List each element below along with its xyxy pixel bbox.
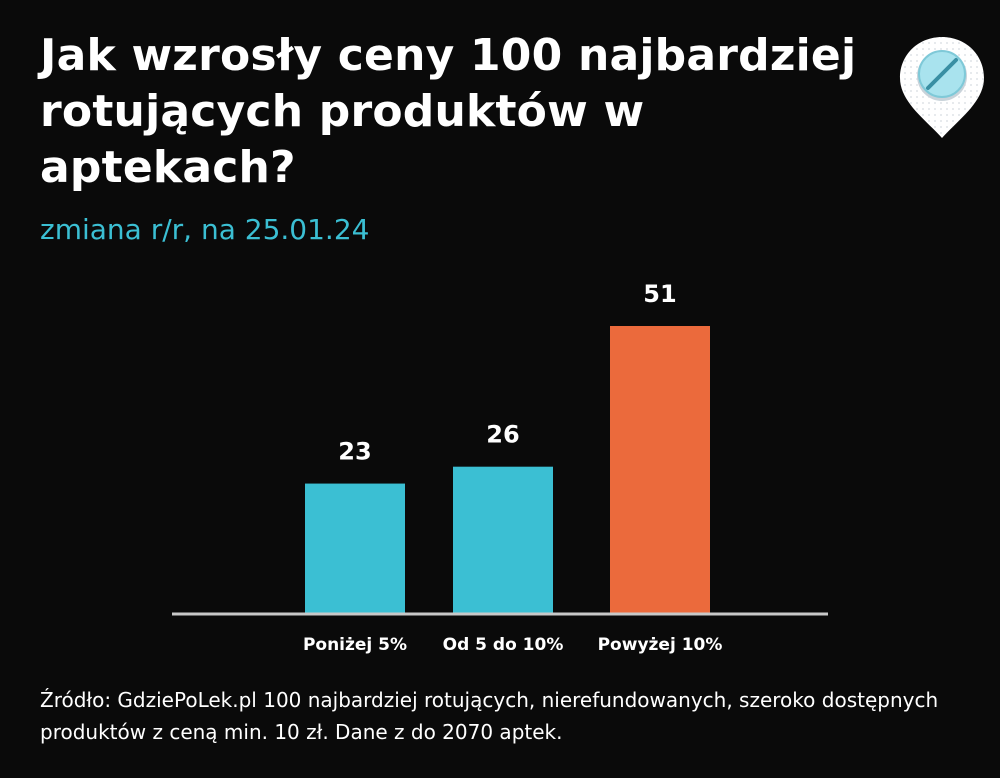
bar-value-label: 23 [338,438,371,466]
pill-pin-icon [900,37,984,138]
bar-value-label: 26 [486,421,519,449]
bar-1 [305,483,405,613]
category-label: Poniżej 5% [303,635,407,655]
bar-2 [453,466,553,613]
category-label: Od 5 do 10% [443,635,564,655]
source-note: Źródło: GdziePoLek.pl 100 najbardziej ro… [40,688,939,744]
category-label: Powyżej 10% [598,635,723,655]
bar-chart: 23 Poniżej 5% 26 Od 5 do 10% 51 Powyżej 10% [172,280,828,655]
bar-3 [610,326,710,613]
chart-title: Jak wzrosły ceny 100 najbardziej rotując… [40,30,857,193]
bar-value-label: 51 [643,280,676,308]
chart-subtitle: zmiana r/r, na 25.01.24 [40,213,370,246]
